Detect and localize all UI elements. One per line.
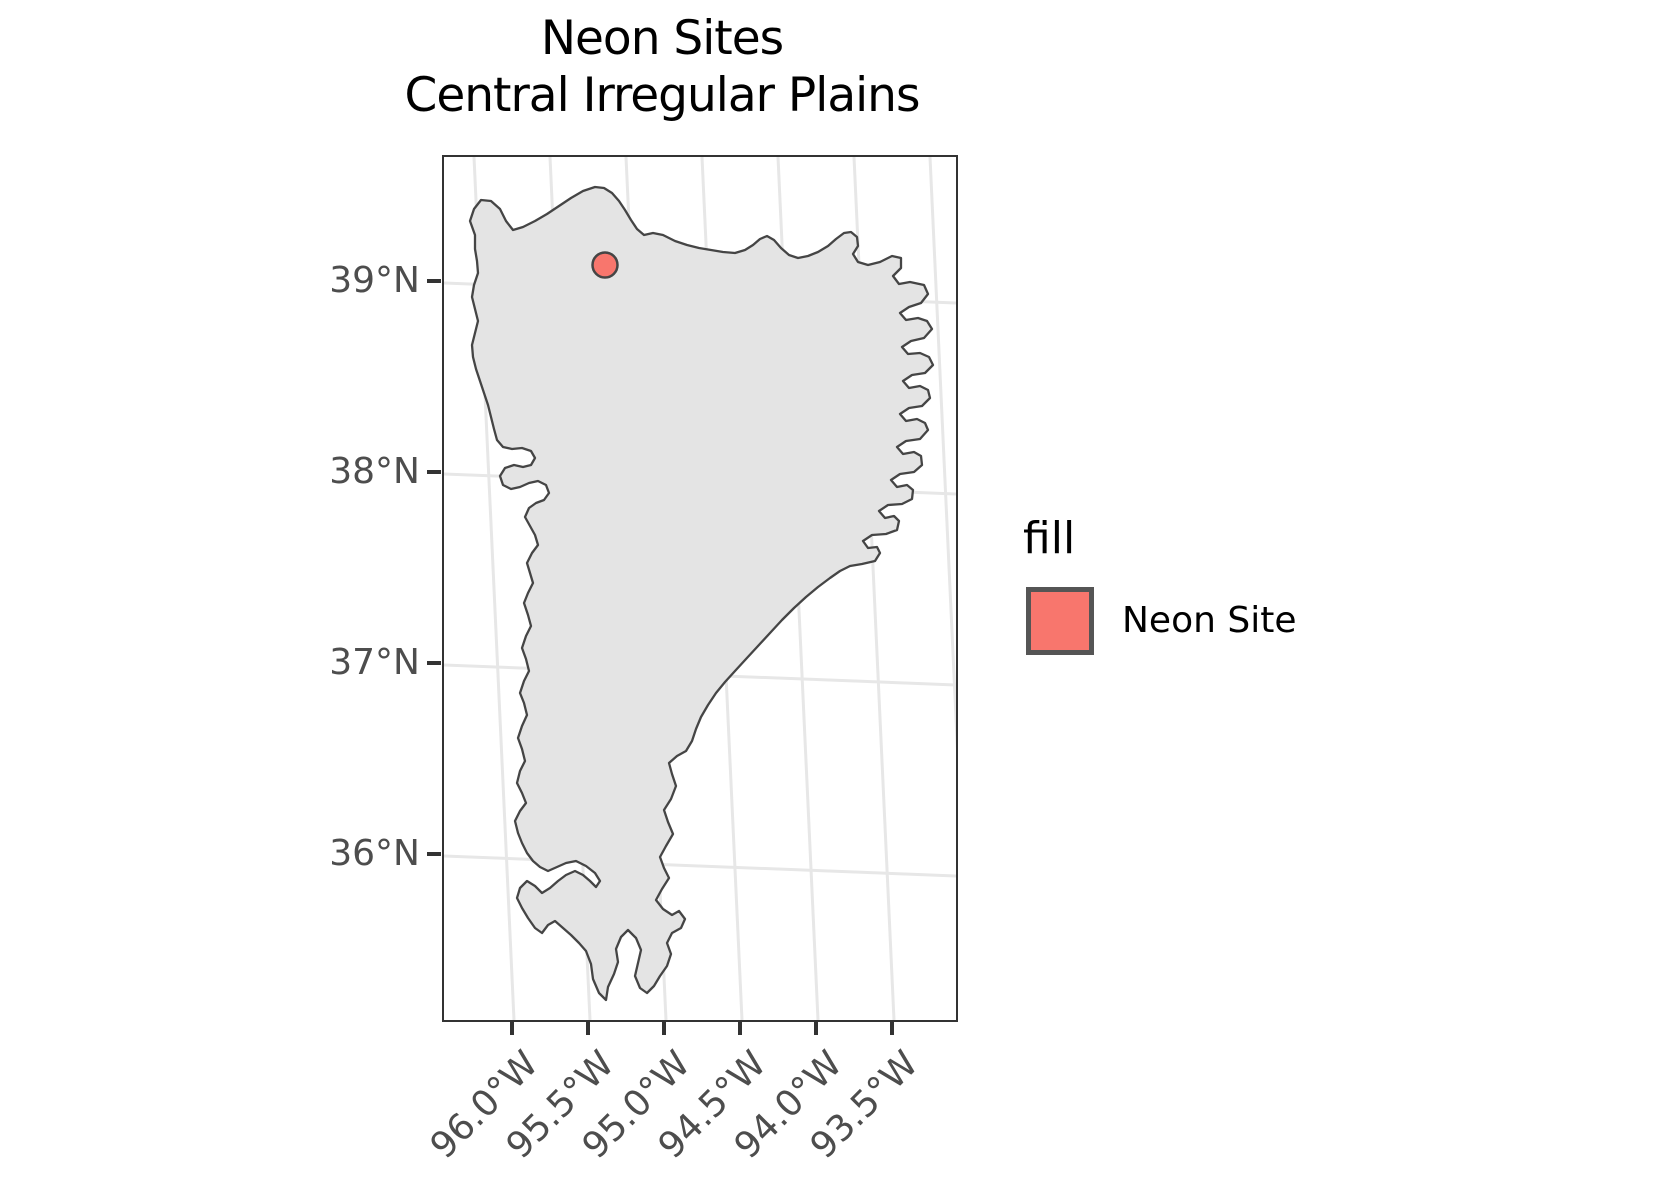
legend-key-swatch xyxy=(1026,587,1094,655)
x-tick-94.0W xyxy=(814,1021,818,1035)
y-axis-label-38N: 38°N xyxy=(329,451,420,492)
legend-item-label: Neon Site xyxy=(1122,600,1297,641)
plot-title-line2: Central Irregular Plains xyxy=(404,68,921,123)
y-tick-38N xyxy=(427,470,441,474)
y-tick-37N xyxy=(427,661,441,665)
plot-title: Neon Sites Central Irregular Plains xyxy=(262,10,1062,124)
y-tick-36N xyxy=(427,852,441,856)
y-axis-label-39N: 39°N xyxy=(329,260,420,301)
x-tick-95.5W xyxy=(586,1021,590,1035)
legend-title: fill xyxy=(1023,513,1076,564)
plot-title-line1: Neon Sites xyxy=(540,11,784,66)
ecoregion-central-irregular-plains xyxy=(468,185,935,1002)
map-canvas xyxy=(444,157,956,1020)
map-panel xyxy=(442,155,958,1022)
x-tick-94.5W xyxy=(738,1021,742,1035)
ecoregion-outline xyxy=(468,185,935,1002)
neon-site-point xyxy=(591,251,619,279)
x-tick-95.0W xyxy=(662,1021,666,1035)
x-tick-93.5W xyxy=(890,1021,894,1035)
y-axis-label-37N: 37°N xyxy=(329,642,420,683)
y-axis-label-36N: 36°N xyxy=(329,833,420,874)
y-tick-39N xyxy=(427,279,441,283)
x-tick-96.0W xyxy=(510,1021,514,1035)
